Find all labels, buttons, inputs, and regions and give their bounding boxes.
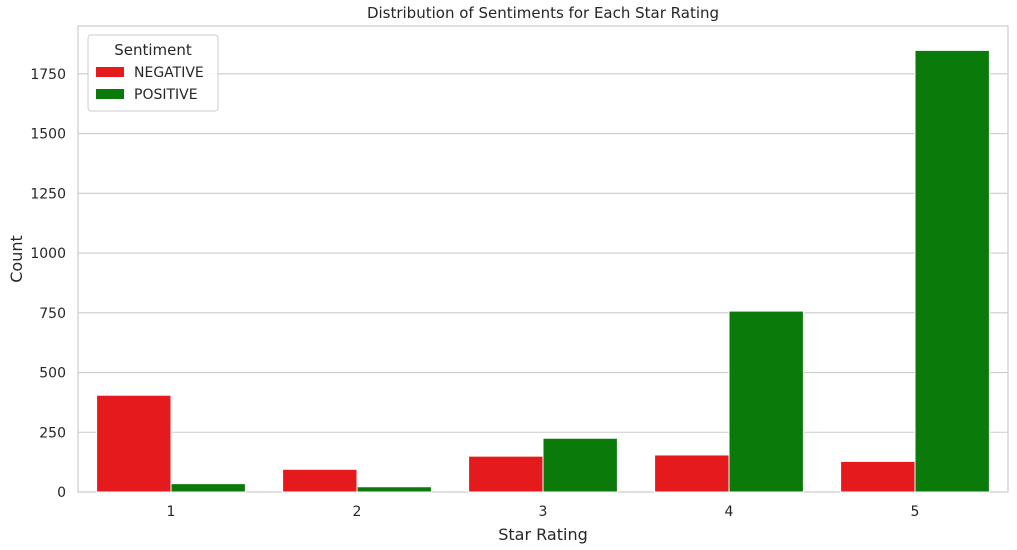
x-ticks: 1 2 3 4 5	[167, 504, 920, 520]
x-tick-label: 2	[353, 504, 362, 520]
y-axis-label: Count	[7, 235, 26, 283]
y-tick-label: 500	[39, 366, 66, 382]
legend: Sentiment NEGATIVE POSITIVE	[87, 34, 219, 112]
legend-title: Sentiment	[114, 41, 192, 59]
y-tick-label: 1250	[30, 186, 66, 202]
bar-negative-rating-3	[468, 455, 544, 493]
y-tick-label: 250	[39, 425, 66, 441]
bar-positive-rating-5	[914, 49, 990, 493]
chart-title: Distribution of Sentiments for Each Star…	[367, 4, 719, 22]
bar-negative-rating-4	[654, 454, 730, 493]
bar-negative-rating-5	[840, 460, 916, 493]
legend-swatch-negative	[96, 67, 124, 77]
y-tick-label: 1000	[30, 246, 66, 262]
x-tick-label: 4	[725, 504, 734, 520]
legend-swatch-positive	[96, 89, 124, 99]
bar-negative-rating-2	[282, 468, 358, 493]
y-tick-label: 1500	[30, 127, 66, 143]
legend-label-positive: POSITIVE	[134, 87, 198, 103]
y-tick-label: 0	[57, 485, 66, 501]
x-tick-label: 3	[539, 504, 548, 520]
bar-negative-rating-1	[96, 394, 172, 493]
x-tick-label: 5	[911, 504, 920, 520]
x-axis-label: Star Rating	[498, 525, 587, 544]
y-ticks: 0 250 500 750 1000 1250 1500 1750	[30, 67, 66, 501]
bars-group	[96, 49, 990, 493]
x-tick-label: 1	[167, 504, 176, 520]
bar-positive-rating-4	[728, 310, 804, 493]
bar-positive-rating-3	[542, 437, 618, 493]
y-tick-label: 1750	[30, 67, 66, 83]
y-tick-label: 750	[39, 306, 66, 322]
plot-area	[77, 25, 1009, 493]
legend-label-negative: NEGATIVE	[134, 65, 204, 81]
bar-positive-rating-2	[356, 486, 432, 493]
bar-positive-rating-1	[170, 483, 246, 493]
